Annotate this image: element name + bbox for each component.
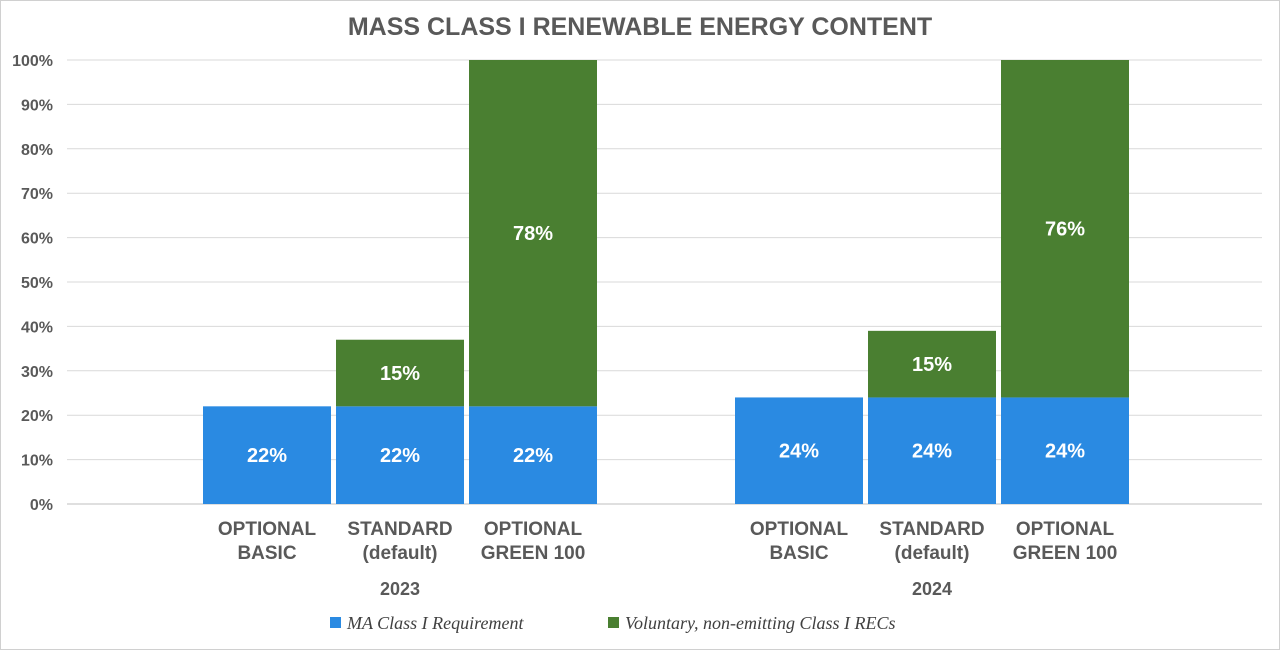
y-tick-label: 90% (21, 97, 53, 114)
legend-label: Voluntary, non-emitting Class I RECs (625, 613, 896, 633)
legend-swatch (330, 617, 341, 628)
bar-segment-requirement (203, 406, 331, 504)
data-label: 24% (779, 441, 819, 463)
data-label: 24% (912, 441, 952, 463)
bars (203, 60, 1129, 504)
y-tick-label: 80% (21, 142, 53, 159)
data-label: 76% (1045, 219, 1085, 241)
category-label: BASIC (237, 543, 296, 564)
category-label: OPTIONAL (484, 519, 583, 540)
category-label: (default) (363, 543, 438, 564)
y-tick-label: 60% (21, 231, 53, 248)
data-label: 15% (912, 354, 952, 376)
data-label: 22% (247, 445, 287, 467)
category-label: GREEN 100 (1013, 543, 1118, 564)
y-tick-label: 100% (12, 53, 53, 70)
bar-segment-requirement (868, 397, 996, 504)
data-label: 78% (513, 223, 553, 245)
data-label: 24% (1045, 441, 1085, 463)
category-label: (default) (895, 543, 970, 564)
y-tick-label: 40% (21, 319, 53, 336)
category-label: STANDARD (347, 519, 452, 540)
bar-segment-requirement (735, 397, 863, 504)
category-label: OPTIONAL (750, 519, 849, 540)
category-label: OPTIONAL (218, 519, 317, 540)
bar-segment-requirement (469, 406, 597, 504)
chart-title: MASS CLASS I RENEWABLE ENERGY CONTENT (348, 13, 932, 41)
legend-swatch (608, 617, 619, 628)
y-tick-label: 50% (21, 275, 53, 292)
category-label: GREEN 100 (481, 543, 586, 564)
group-label: 2024 (912, 579, 952, 599)
data-labels: 22% 22% 15% 22% 78% 24% 24% 15% 24% 76% (247, 219, 1085, 467)
y-axis-ticks: 0% 10% 20% 30% 40% 50% 60% 70% 80% 90% 100% (12, 53, 53, 514)
data-label: 15% (380, 363, 420, 385)
y-tick-label: 70% (21, 186, 53, 203)
category-label: BASIC (769, 543, 828, 564)
category-label: STANDARD (879, 519, 984, 540)
y-tick-label: 10% (21, 453, 53, 470)
bar-segment-voluntary (469, 60, 597, 407)
y-tick-label: 20% (21, 408, 53, 425)
data-label: 22% (513, 445, 553, 467)
legend: MA Class I Requirement Voluntary, non-emi… (330, 613, 896, 633)
bar-segment-requirement (1001, 397, 1129, 504)
legend-label: MA Class I Requirement (346, 613, 524, 633)
y-tick-label: 30% (21, 364, 53, 381)
bar-segment-voluntary (336, 339, 464, 407)
category-label: OPTIONAL (1016, 519, 1115, 540)
y-tick-label: 0% (30, 497, 53, 514)
bar-segment-voluntary (868, 330, 996, 398)
x-axis-categories: OPTIONAL BASIC STANDARD (default) OPTIONAL GR… (218, 519, 1117, 599)
group-label: 2023 (380, 579, 420, 599)
bar-segment-requirement (336, 406, 464, 504)
data-label: 22% (380, 445, 420, 467)
bar-segment-voluntary (1001, 60, 1129, 398)
